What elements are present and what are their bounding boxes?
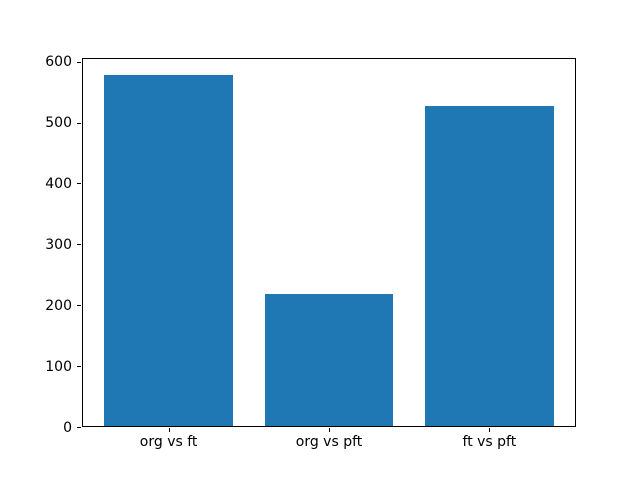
plot-area xyxy=(82,58,576,427)
y-tick-mark-600 xyxy=(77,61,81,63)
y-tick-label-0: 0 xyxy=(63,419,72,436)
x-tick-label-ft-vs-pft: ft vs pft xyxy=(462,434,517,450)
y-tick-mark-200 xyxy=(77,305,81,307)
y-tick-label-200: 200 xyxy=(45,297,72,314)
y-tick-label-300: 300 xyxy=(45,236,72,253)
y-tick-mark-300 xyxy=(77,244,81,246)
x-tick-mark-1 xyxy=(329,428,330,432)
y-tick-label-400: 400 xyxy=(45,175,72,192)
y-tick-mark-400 xyxy=(77,183,81,185)
x-tick-mark-2 xyxy=(489,428,491,432)
y-tick-mark-0 xyxy=(77,427,81,428)
x-tick-mark-0 xyxy=(168,428,170,432)
bar-ft-vs-pft xyxy=(425,106,554,426)
bar-org-vs-ft xyxy=(104,74,233,426)
bar-org-vs-pft xyxy=(264,294,394,426)
y-tick-label-100: 100 xyxy=(45,358,72,375)
y-tick-label-600: 600 xyxy=(45,54,72,71)
y-tick-label-500: 500 xyxy=(45,115,72,132)
y-tick-mark-100 xyxy=(77,366,81,368)
x-tick-label-org-vs-pft: org vs pft xyxy=(295,434,363,450)
y-tick-mark-500 xyxy=(77,122,81,124)
x-tick-label-org-vs-ft: org vs ft xyxy=(139,434,198,450)
